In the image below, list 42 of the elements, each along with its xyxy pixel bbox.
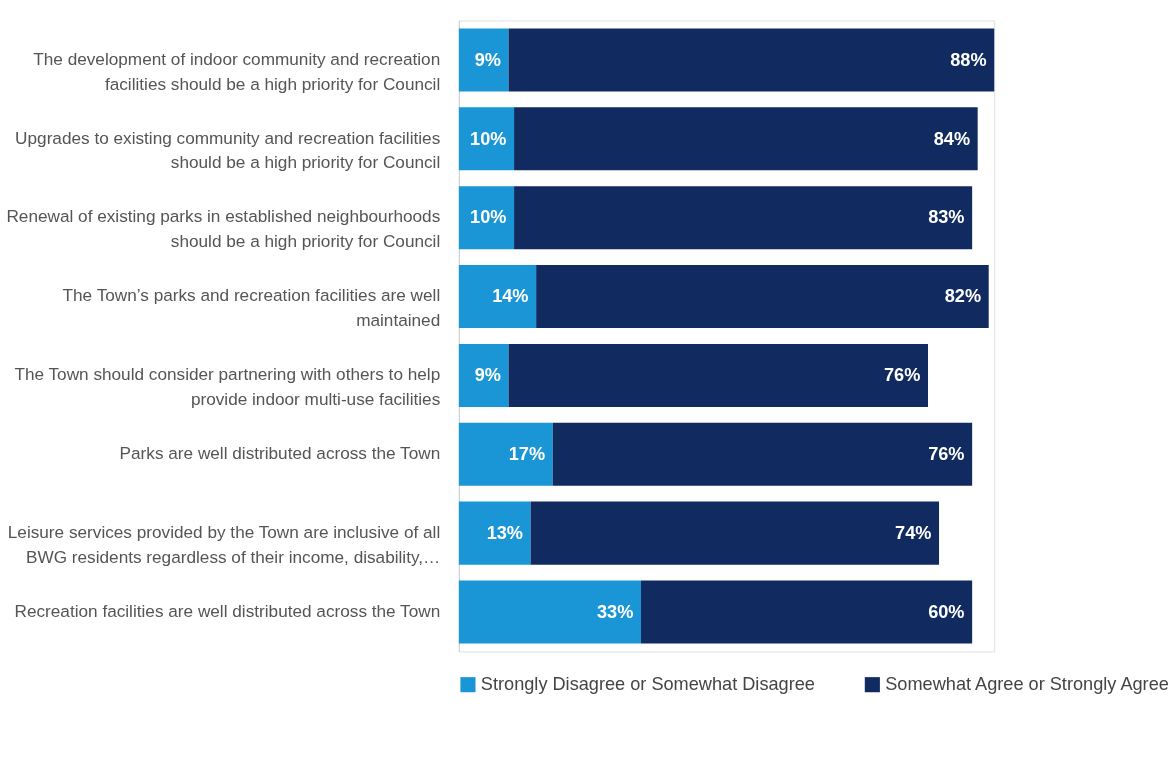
bar	[530, 501, 940, 565]
y-tick-label: Leisure services provided by the Town are inclusive of all BWG residents regardless of their income, disability,…	[7, 521, 441, 567]
bar	[458, 265, 537, 329]
bar	[514, 107, 978, 171]
data-label: 10%	[470, 128, 507, 149]
data-label: 83%	[928, 207, 965, 228]
data-label: 82%	[944, 286, 982, 307]
data-label: 60%	[928, 601, 965, 622]
data-label: 17%	[508, 444, 546, 465]
bar	[458, 28, 509, 92]
bar	[458, 107, 515, 171]
data-label: 10%	[470, 207, 507, 228]
legend-label: Strongly Disagree or Somewhat Disagree	[480, 674, 815, 695]
bar	[458, 501, 531, 565]
bar	[508, 28, 995, 92]
data-label: 84%	[933, 128, 971, 149]
bar	[536, 265, 989, 329]
bar	[458, 422, 553, 486]
data-label: 14%	[492, 286, 529, 307]
data-label: 13%	[486, 522, 523, 543]
y-tick-label: Parks are well distributed across the Town	[119, 443, 441, 464]
data-label: 33%	[597, 601, 634, 622]
legend-label: Somewhat Agree or Strongly Agree	[885, 674, 1169, 695]
y-tick-label: Renewal of existing parks in established neighbourhoods should be a high priority for Council	[6, 206, 441, 252]
data-label: 74%	[895, 522, 932, 543]
bar	[458, 580, 642, 644]
bar	[458, 343, 509, 407]
y-tick-label: The Town’s parks and recreation facilities are well maintained	[62, 285, 441, 331]
y-tick-label: The development of indoor community and recreation facilities should be a high priority for Council	[33, 48, 441, 94]
bar	[552, 422, 973, 486]
y-tick-label: Upgrades to existing community and recreation facilities should be a high priority for Council	[15, 127, 441, 173]
data-label: 88%	[950, 49, 987, 70]
data-label: 9%	[474, 365, 501, 386]
data-label: 9%	[474, 49, 501, 70]
data-label: 76%	[884, 365, 921, 386]
y-tick-label: The Town should consider partnering with others to help provide indoor multi-use facilities	[14, 364, 441, 410]
bar	[508, 343, 928, 407]
y-tick-label: Recreation facilities are well distributed across the Town	[14, 600, 441, 621]
bar	[641, 580, 973, 644]
bar	[514, 186, 973, 250]
data-label: 76%	[928, 444, 965, 465]
bar	[458, 186, 515, 250]
